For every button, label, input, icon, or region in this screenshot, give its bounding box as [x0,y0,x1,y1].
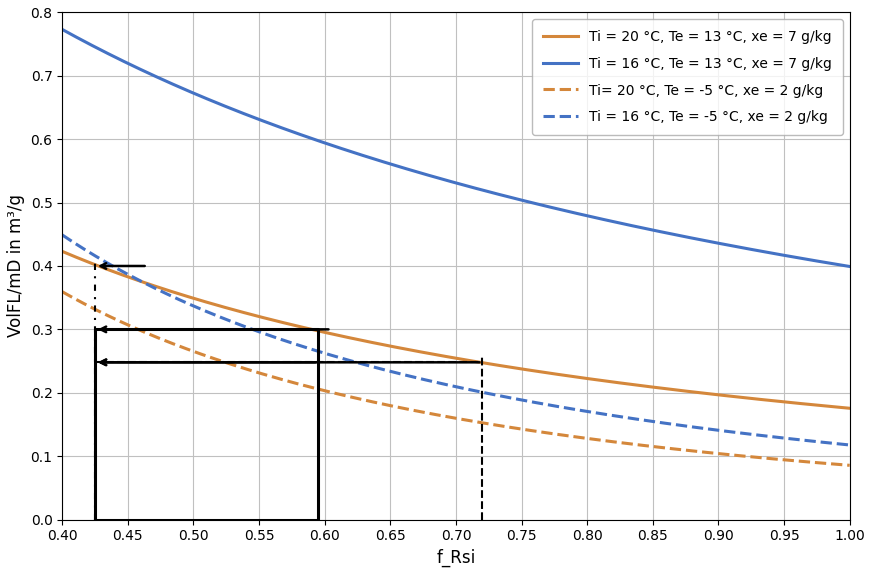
Ti = 16 °C, Te = -5 °C, xe = 2 g/kg [431,379,441,386]
Ti = 20 °C, Te = 13 °C, xe = 7 g/kg [703,390,713,397]
Ti = 20 °C, Te = 13 °C, xe = 7 g/kg [826,403,836,410]
Line: Ti = 16 °C, Te = -5 °C, xe = 2 g/kg: Ti = 16 °C, Te = -5 °C, xe = 2 g/kg [62,235,849,445]
Ti = 16 °C, Te = 13 °C, xe = 7 g/kg [826,260,836,267]
Ti = 16 °C, Te = -5 °C, xe = 2 g/kg [844,441,855,448]
Ti = 16 °C, Te = -5 °C, xe = 2 g/kg [526,398,536,405]
Ti = 16 °C, Te = 13 °C, xe = 7 g/kg [436,175,446,182]
Ti= 20 °C, Te = -5 °C, xe = 2 g/kg [436,412,446,419]
Ti = 20 °C, Te = 13 °C, xe = 7 g/kg [526,367,536,374]
Ti= 20 °C, Te = -5 °C, xe = 2 g/kg [526,427,536,434]
Ti = 20 °C, Te = 13 °C, xe = 7 g/kg [483,360,494,367]
Ti = 20 °C, Te = 13 °C, xe = 7 g/kg [57,248,67,255]
Ti = 20 °C, Te = 13 °C, xe = 7 g/kg [436,352,446,359]
Ti = 20 °C, Te = 13 °C, xe = 7 g/kg [431,351,441,358]
X-axis label: f_Rsi: f_Rsi [436,549,475,567]
Ti = 16 °C, Te = 13 °C, xe = 7 g/kg [703,238,713,245]
Ti = 16 °C, Te = 13 °C, xe = 7 g/kg [57,26,67,33]
Ti = 16 °C, Te = -5 °C, xe = 2 g/kg [483,390,494,397]
Line: Ti= 20 °C, Te = -5 °C, xe = 2 g/kg: Ti= 20 °C, Te = -5 °C, xe = 2 g/kg [62,292,849,466]
Line: Ti = 16 °C, Te = 13 °C, xe = 7 g/kg: Ti = 16 °C, Te = 13 °C, xe = 7 g/kg [62,29,849,266]
Ti = 16 °C, Te = -5 °C, xe = 2 g/kg [826,440,836,447]
Ti= 20 °C, Te = -5 °C, xe = 2 g/kg [844,462,855,469]
Ti = 16 °C, Te = -5 °C, xe = 2 g/kg [57,231,67,238]
Ti = 16 °C, Te = 13 °C, xe = 7 g/kg [526,199,536,206]
Ti= 20 °C, Te = -5 °C, xe = 2 g/kg [483,420,494,427]
Ti= 20 °C, Te = -5 °C, xe = 2 g/kg [57,288,67,295]
Ti = 20 °C, Te = 13 °C, xe = 7 g/kg [844,405,855,412]
Y-axis label: VolFL/mD in m³/g: VolFL/mD in m³/g [7,195,25,338]
Legend: Ti = 20 °C, Te = 13 °C, xe = 7 g/kg, Ti = 16 °C, Te = 13 °C, xe = 7 g/kg, Ti= 20: Ti = 20 °C, Te = 13 °C, xe = 7 g/kg, Ti … [532,20,842,135]
Ti= 20 °C, Te = -5 °C, xe = 2 g/kg [431,411,441,418]
Ti = 16 °C, Te = -5 °C, xe = 2 g/kg [703,425,713,432]
Ti = 16 °C, Te = 13 °C, xe = 7 g/kg [431,174,441,181]
Ti= 20 °C, Te = -5 °C, xe = 2 g/kg [703,449,713,456]
Ti= 20 °C, Te = -5 °C, xe = 2 g/kg [826,460,836,467]
Line: Ti = 20 °C, Te = 13 °C, xe = 7 g/kg: Ti = 20 °C, Te = 13 °C, xe = 7 g/kg [62,251,849,408]
Ti = 16 °C, Te = 13 °C, xe = 7 g/kg [844,263,855,270]
Ti = 16 °C, Te = -5 °C, xe = 2 g/kg [436,380,446,387]
Ti = 16 °C, Te = 13 °C, xe = 7 g/kg [483,188,494,195]
